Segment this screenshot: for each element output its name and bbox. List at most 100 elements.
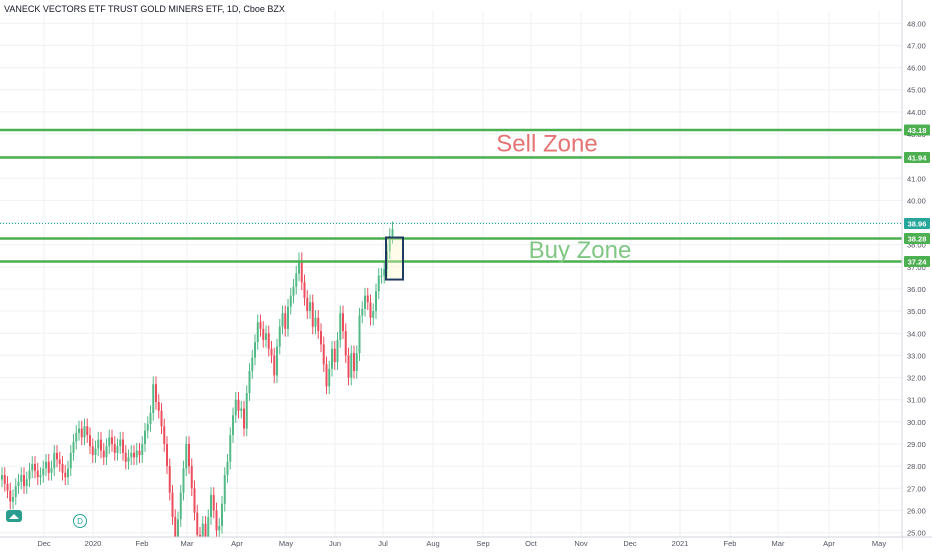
y-tick-label: 44.00: [907, 108, 926, 117]
candle-body: [207, 517, 210, 537]
x-tick-label: 2020: [85, 539, 102, 548]
candle-body: [122, 439, 124, 453]
candle-body: [284, 313, 287, 329]
y-tick-label: 32.00: [907, 374, 926, 383]
candle-body: [23, 475, 25, 487]
candle-body: [144, 430, 146, 444]
candle-body: [377, 275, 380, 292]
candle-body: [278, 326, 281, 347]
candle-body: [295, 273, 298, 287]
candle-body: [254, 342, 256, 358]
x-tick-label: Oct: [525, 539, 538, 548]
candle-body: [245, 393, 248, 429]
candle-body: [83, 426, 86, 438]
y-tick-label: 28.00: [907, 462, 926, 471]
candle-body: [160, 410, 163, 427]
y-axis-panel: [902, 0, 932, 550]
candle-body: [325, 364, 328, 387]
dividend-marker-icon: [73, 514, 87, 528]
candle-body: [105, 446, 108, 458]
candle-body: [31, 463, 34, 471]
zone-price-badge: [904, 256, 930, 268]
candle-body: [14, 486, 17, 498]
dividend-marker-label: D: [77, 517, 83, 526]
candle-body: [306, 297, 309, 312]
candle-body: [229, 435, 232, 462]
candle-body: [111, 437, 113, 444]
candle-body: [314, 317, 317, 327]
candle-body: [138, 450, 141, 456]
candle-body: [100, 439, 102, 451]
candle-body: [339, 313, 342, 340]
candle-body: [179, 492, 182, 520]
candle-body: [190, 466, 193, 489]
candle-body: [199, 534, 201, 537]
chart-title: VANECK VECTORS ETF TRUST GOLD MINERS ETF…: [4, 4, 285, 14]
x-tick-label: Feb: [724, 539, 737, 548]
candle-body: [177, 519, 179, 537]
candle-body: [267, 333, 270, 349]
candle-body: [127, 457, 130, 462]
candle-body: [42, 468, 45, 475]
candle-body: [119, 439, 122, 447]
candle-body: [333, 348, 336, 363]
y-tick-label: 40.00: [907, 196, 926, 205]
y-tick-label: 38.00: [907, 241, 926, 250]
y-tick-label: 41.00: [907, 174, 926, 183]
candle-body: [146, 424, 149, 431]
candle-body: [116, 446, 119, 453]
candle-body: [311, 302, 314, 327]
x-tick-label: Dec: [623, 539, 637, 548]
candle-body: [366, 295, 369, 303]
candle-body: [17, 481, 20, 487]
candle-body: [350, 353, 353, 378]
candle-body: [94, 448, 97, 456]
candle-body: [388, 235, 391, 252]
candle-body: [223, 475, 226, 504]
candle-body: [86, 426, 89, 436]
candle-body: [58, 459, 61, 464]
y-tick-label: 46.00: [907, 64, 926, 73]
candle-body: [322, 344, 325, 365]
candle-body: [12, 497, 14, 502]
candle-body: [53, 452, 56, 469]
candle-body: [182, 468, 185, 493]
candle-body: [372, 311, 375, 318]
candle-body: [193, 488, 196, 513]
price-badge-label: 38.28: [908, 235, 927, 244]
y-tick-label: 29.00: [907, 440, 926, 449]
candle-body: [256, 322, 259, 343]
candle-body: [25, 479, 28, 487]
candle-body: [353, 353, 355, 371]
candle-body: [300, 260, 303, 283]
candle-body: [358, 315, 361, 354]
candle-body: [303, 282, 306, 298]
candle-body: [328, 368, 331, 387]
price-badge-label: 43.18: [908, 126, 927, 135]
candle-body: [64, 472, 67, 478]
y-tick-label: 30.00: [907, 418, 926, 427]
candle-body: [3, 475, 6, 484]
candle-body: [347, 355, 350, 378]
candle-body: [331, 348, 333, 369]
candle-body: [97, 439, 100, 449]
zone-price-badge: [904, 233, 930, 245]
candle-body: [80, 428, 83, 438]
candle-body: [171, 492, 174, 518]
candle-body: [243, 408, 245, 429]
candle-body: [212, 494, 215, 511]
candle-body: [309, 302, 311, 312]
x-tick-label: Aug: [426, 539, 439, 548]
candle-body: [342, 313, 344, 332]
candle-body: [45, 461, 47, 469]
buy-zone-label: Buy Zone: [529, 237, 632, 264]
x-tick-label: Dec: [37, 539, 51, 548]
candle-body: [276, 346, 278, 376]
y-tick-label: 26.00: [907, 506, 926, 515]
x-tick-label: Nov: [574, 539, 588, 548]
candle-body: [34, 463, 36, 471]
candle-body: [149, 413, 152, 425]
y-tick-label: 48.00: [907, 19, 926, 28]
candle-body: [287, 306, 289, 329]
